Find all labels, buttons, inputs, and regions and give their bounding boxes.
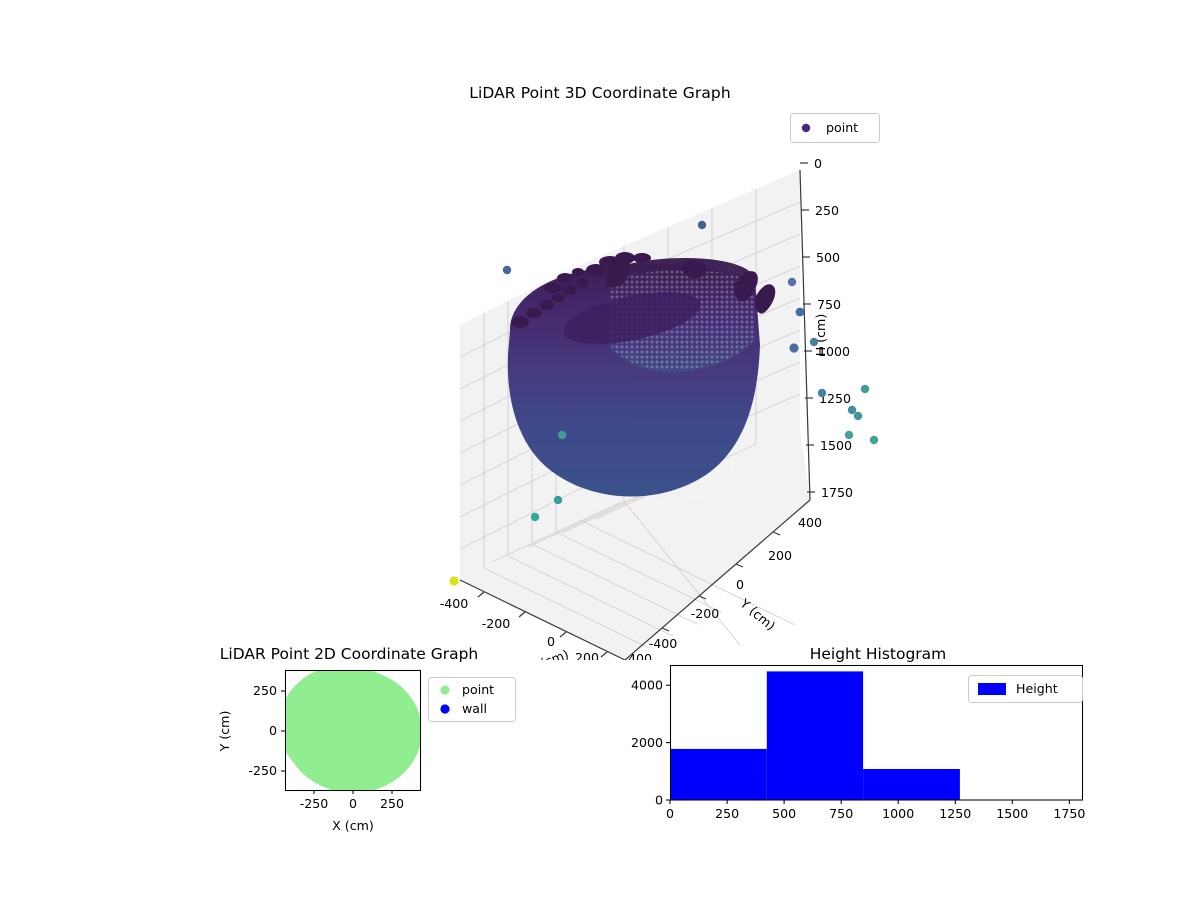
- xtick-3d-1: -200: [482, 616, 511, 631]
- ytick-2d-1: 0: [269, 723, 277, 738]
- ytick-2d-0: -250: [248, 763, 277, 778]
- xaxis-2d-label: X (cm): [332, 818, 374, 833]
- ztick-3d-5: 1250: [819, 391, 851, 406]
- panel-2d-title: LiDAR Point 2D Coordinate Graph: [219, 645, 479, 663]
- xtick-hist-4: 1000: [882, 806, 914, 821]
- legend-3d-point-label: point: [826, 120, 858, 135]
- panel-hist-title: Height Histogram: [809, 645, 947, 663]
- outlier-points-3d-right: [787, 277, 879, 445]
- outlier-points-3d: [449, 220, 707, 586]
- xaxis-3d-ticks: [477, 591, 608, 658]
- panel-3d-plot: -400 -200 0 200 400 X (cm) -400 -200 0 2…: [440, 156, 853, 660]
- legend-hist-swatch: [978, 683, 1006, 695]
- xtick-3d-3: 200: [575, 650, 599, 660]
- xaxis-2d-ticks: [313, 790, 393, 794]
- legend-hist[interactable]: Height: [968, 675, 1083, 703]
- legend-hist-label: Height: [1016, 681, 1058, 696]
- xtick-hist-0: 0: [666, 806, 674, 821]
- xtick-3d-0: -400: [440, 596, 469, 611]
- hist-bar-0: [670, 748, 767, 800]
- legend-3d-point-marker: [801, 123, 811, 133]
- legend-2d-point-label: point: [462, 682, 494, 697]
- panel-3d-title: LiDAR Point 3D Coordinate Graph: [469, 84, 731, 102]
- panel-2d-plot: 250 0 -250 Y (cm) -250 0 250 X (cm): [217, 669, 422, 833]
- point-cloud-3d: [507, 252, 776, 512]
- legend-3d[interactable]: point: [790, 113, 880, 143]
- panel-hist-plot: 0 2000 4000 0 250 500 750 1000 1250 1500…: [631, 664, 1085, 821]
- hist-bars: [670, 671, 960, 800]
- point-cloud-2d: [286, 671, 420, 790]
- xtick-hist-7: 1750: [1053, 806, 1085, 821]
- xtick-3d-4: 400: [628, 651, 652, 660]
- yaxis-hist-ticks: [666, 684, 670, 801]
- legend-2d-wall-label: wall: [462, 701, 487, 716]
- ytick-3d-3: 200: [768, 548, 792, 563]
- zaxis-3d-ticks: [800, 162, 815, 493]
- yaxis-3d-ticks: [661, 531, 781, 632]
- ztick-3d-0: 0: [814, 156, 822, 171]
- ytick-hist-2: 4000: [631, 678, 663, 693]
- ytick-hist-0: 0: [655, 793, 663, 808]
- xtick-2d-2: 250: [380, 796, 404, 811]
- ztick-3d-6: 1500: [820, 438, 852, 453]
- ztick-3d-7: 1750: [821, 485, 853, 500]
- ztick-3d-2: 500: [816, 250, 840, 265]
- hist-bar-1: [766, 671, 864, 800]
- yaxis-2d-label: Y (cm): [217, 711, 232, 753]
- legend-2d-point-marker: [440, 685, 450, 695]
- xtick-3d-2: 0: [547, 634, 555, 649]
- grid-floor: [483, 443, 796, 649]
- xaxis-hist-ticks: [669, 800, 1070, 804]
- ytick-2d-2: 250: [253, 683, 277, 698]
- xtick-hist-5: 1250: [939, 806, 971, 821]
- ytick-3d-0: -400: [649, 636, 678, 651]
- yaxis-2d-ticks: [281, 690, 285, 772]
- xtick-hist-3: 750: [829, 806, 853, 821]
- xtick-hist-1: 250: [715, 806, 739, 821]
- hist-bar-2: [863, 769, 960, 800]
- panel-hist-axes-frame: [669, 664, 1084, 801]
- xtick-2d-0: -250: [300, 796, 329, 811]
- xtick-hist-6: 1500: [996, 806, 1028, 821]
- ztick-3d-4: 1000: [818, 344, 850, 359]
- ytick-3d-4: 400: [798, 515, 822, 530]
- cloud-noise-top: [511, 252, 776, 328]
- xtick-hist-2: 500: [772, 806, 796, 821]
- ztick-3d-1: 250: [815, 203, 839, 218]
- ytick-hist-1: 2000: [631, 735, 663, 750]
- legend-2d-wall-marker: [440, 704, 450, 714]
- pane-floor: [460, 428, 810, 660]
- ytick-3d-1: -200: [691, 606, 720, 621]
- ztick-3d-3: 750: [817, 297, 841, 312]
- legend-2d[interactable]: point wall: [428, 677, 516, 722]
- xtick-2d-1: 0: [349, 796, 357, 811]
- zaxis-3d-label: H (cm): [813, 314, 828, 357]
- ytick-3d-2: 0: [736, 577, 744, 592]
